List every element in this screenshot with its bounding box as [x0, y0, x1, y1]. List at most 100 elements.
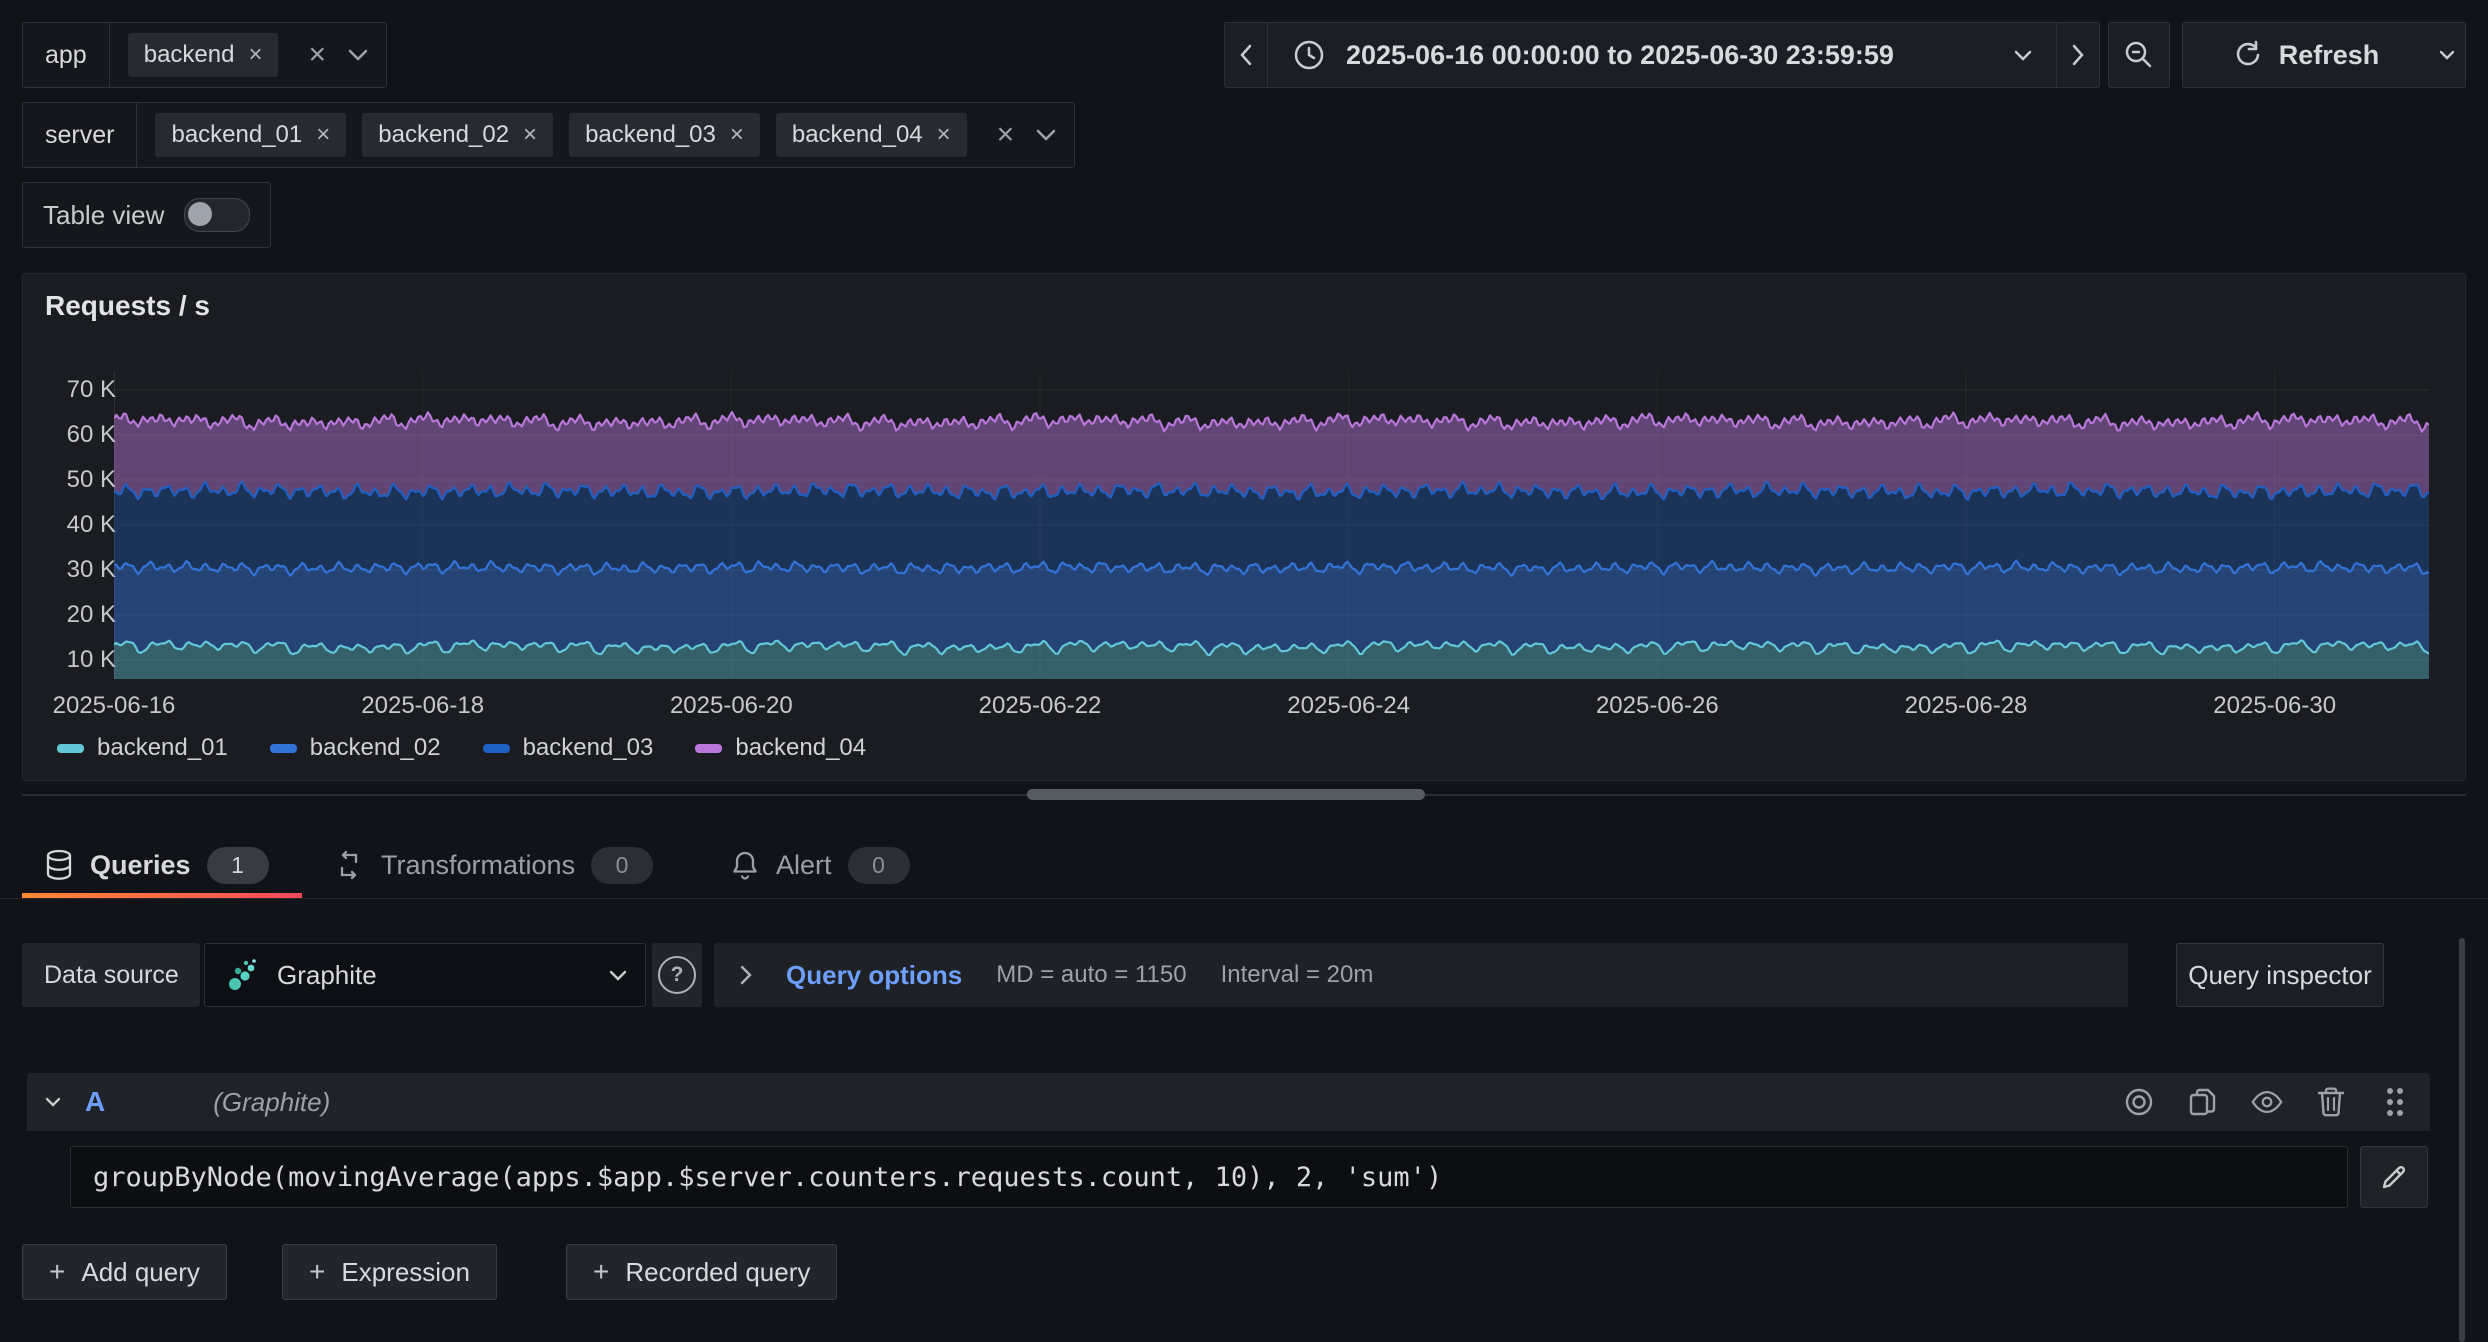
- chip-label: backend_01: [171, 121, 303, 148]
- refresh-interval-dropdown[interactable]: [2429, 22, 2466, 88]
- legend-item[interactable]: backend_03: [482, 734, 654, 762]
- x-axis-tick: 2025-06-30: [2213, 692, 2337, 719]
- server-filter-label: server: [23, 103, 138, 167]
- chevron-right-icon: [740, 965, 752, 985]
- query-ref-id: A: [85, 1086, 106, 1117]
- y-axis-tick: 70 K: [66, 375, 116, 403]
- app-filter-values[interactable]: backend × ×: [110, 23, 386, 87]
- x-axis-tick: 2025-06-22: [978, 692, 1102, 719]
- drag-handle-icon[interactable]: [2378, 1085, 2412, 1119]
- x-axis-tick: 2025-06-18: [361, 692, 485, 719]
- tab-transformations[interactable]: Transformations 0: [333, 836, 654, 894]
- remove-icon[interactable]: ×: [523, 121, 538, 148]
- time-shift-forward-button[interactable]: [2056, 22, 2100, 88]
- refresh-label: Refresh: [2278, 39, 2380, 70]
- query-row-header[interactable]: A (Graphite): [27, 1073, 2430, 1131]
- zoom-out-button[interactable]: [2108, 22, 2170, 88]
- help-icon: ?: [658, 956, 696, 994]
- stacked-area-chart[interactable]: [114, 371, 2429, 679]
- clock-icon: [1292, 38, 1326, 72]
- y-axis-tick: 60 K: [66, 420, 116, 448]
- query-inspector-button[interactable]: Query inspector: [2176, 943, 2384, 1007]
- pencil-icon: [2378, 1161, 2410, 1193]
- x-axis-tick: 2025-06-28: [1904, 692, 2028, 719]
- datasource-help-button[interactable]: ?: [652, 943, 702, 1007]
- time-shift-back-button[interactable]: [1224, 22, 1268, 88]
- database-icon: [44, 849, 74, 881]
- filter-chip[interactable]: backend ×: [127, 33, 279, 77]
- remove-icon[interactable]: ×: [248, 41, 263, 68]
- add-recorded-query-button[interactable]: + Recorded query: [566, 1244, 838, 1300]
- graphite-logo-icon: [223, 956, 261, 994]
- refresh-button[interactable]: Refresh: [2182, 22, 2430, 88]
- add-query-button[interactable]: + Add query: [22, 1244, 227, 1300]
- plus-icon: +: [309, 1256, 326, 1287]
- bell-icon: [730, 849, 760, 881]
- legend-label: backend_01: [97, 734, 228, 761]
- edit-query-button[interactable]: [2360, 1146, 2428, 1208]
- chevron-down-icon[interactable]: [45, 1097, 61, 1107]
- graphite-query-input[interactable]: groupByNode(movingAverage(apps.$app.$ser…: [70, 1146, 2348, 1208]
- y-axis-tick: 20 K: [66, 601, 116, 629]
- legend-swatch: [482, 743, 510, 753]
- clear-all-icon[interactable]: ×: [308, 38, 327, 71]
- x-axis-tick: 2025-06-26: [1595, 692, 1719, 719]
- filter-chip[interactable]: backend_01 ×: [155, 113, 347, 157]
- remove-icon[interactable]: ×: [316, 121, 331, 148]
- server-filter-group: server backend_01 × backend_02 × backend…: [22, 102, 1076, 168]
- filter-chip[interactable]: backend_02 ×: [362, 113, 554, 157]
- filter-chip[interactable]: backend_04 ×: [775, 113, 967, 157]
- legend-swatch: [269, 743, 297, 753]
- button-label: Add query: [81, 1256, 200, 1287]
- chevron-down-icon: [609, 970, 627, 981]
- legend-item[interactable]: backend_01: [57, 734, 228, 762]
- add-expression-button[interactable]: + Expression: [282, 1244, 497, 1300]
- x-axis-tick: 2025-06-24: [1287, 692, 1411, 719]
- tab-label: Alert: [776, 849, 832, 880]
- legend-swatch: [57, 743, 84, 753]
- y-axis-tick: 30 K: [66, 556, 116, 584]
- legend-label: backend_03: [522, 734, 654, 761]
- query-options-toggle[interactable]: Query options MD = auto = 1150 Interval …: [714, 943, 2128, 1007]
- datasource-picker[interactable]: Graphite: [204, 943, 646, 1007]
- remove-icon[interactable]: ×: [729, 121, 744, 148]
- chip-label: backend_04: [791, 121, 923, 148]
- timeseries-panel: Requests / s 70 K 60 K 50 K 40 K 30 K 20…: [22, 273, 2466, 781]
- table-view-toggle[interactable]: [184, 198, 251, 232]
- datasource-label: Data source: [22, 943, 200, 1007]
- query-options-md: MD = auto = 1150: [996, 961, 1187, 988]
- legend-label: backend_04: [735, 734, 867, 761]
- time-range-text: 2025-06-16 00:00:00 to 2025-06-30 23:59:…: [1346, 39, 1894, 70]
- query-options-interval: Interval = 20m: [1220, 961, 1374, 988]
- clear-all-icon[interactable]: ×: [996, 118, 1015, 151]
- toggle-visibility-icon[interactable]: [2250, 1085, 2284, 1119]
- tab-count-badge: 0: [591, 846, 654, 884]
- duplicate-query-icon[interactable]: [2186, 1085, 2220, 1119]
- y-axis-tick: 10 K: [66, 646, 116, 674]
- x-axis-tick: 2025-06-16: [52, 692, 176, 719]
- remove-icon[interactable]: ×: [936, 121, 951, 148]
- button-label: Recorded query: [625, 1256, 811, 1287]
- button-label: Expression: [341, 1256, 470, 1287]
- refresh-icon: [2233, 40, 2263, 70]
- time-range-picker[interactable]: 2025-06-16 00:00:00 to 2025-06-30 23:59:…: [1267, 22, 2057, 88]
- tab-queries[interactable]: Queries 1: [44, 836, 269, 894]
- legend-item[interactable]: backend_02: [269, 734, 441, 762]
- chevron-down-icon[interactable]: [348, 49, 368, 61]
- server-filter-values[interactable]: backend_01 × backend_02 × backend_03 × b…: [137, 103, 1074, 167]
- y-axis-tick: 50 K: [66, 465, 116, 493]
- y-axis-tick: 40 K: [66, 511, 116, 538]
- tab-alert[interactable]: Alert 0: [730, 836, 910, 894]
- legend-item[interactable]: backend_04: [695, 734, 866, 762]
- chevron-down-icon[interactable]: [1036, 129, 1056, 141]
- scrollbar[interactable]: [2459, 938, 2465, 1342]
- tab-count-badge: 0: [847, 846, 910, 884]
- chip-label: backend: [143, 41, 235, 68]
- plus-icon: +: [593, 1256, 610, 1287]
- tab-count-badge: 1: [206, 846, 269, 884]
- record-query-icon[interactable]: [2122, 1085, 2156, 1119]
- delete-query-icon[interactable]: [2314, 1085, 2348, 1119]
- splitter-handle[interactable]: [1027, 789, 1425, 800]
- tab-label: Queries: [90, 849, 191, 880]
- filter-chip[interactable]: backend_03 ×: [569, 113, 760, 157]
